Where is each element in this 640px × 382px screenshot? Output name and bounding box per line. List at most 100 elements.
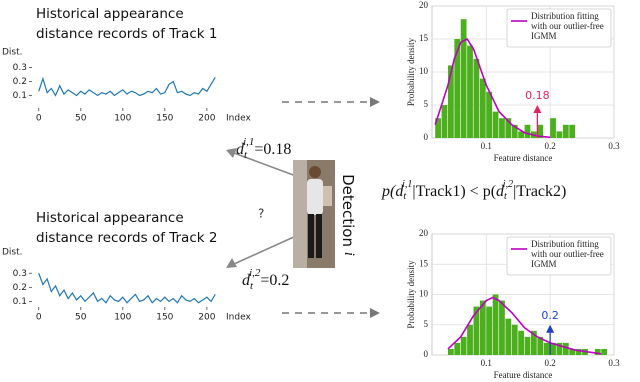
histogram-bar	[499, 118, 505, 138]
y-tick-label: 5	[424, 319, 429, 329]
y-tick-label: 20	[419, 0, 429, 10]
math-sub: t	[250, 280, 254, 292]
math-rhs: =0.2	[260, 272, 289, 289]
histogram-bar	[569, 348, 576, 355]
histogram-bar	[473, 306, 480, 355]
histogram-bar	[486, 91, 493, 138]
math-sup: i,2	[503, 179, 513, 190]
arrow-head	[370, 308, 380, 318]
person-leg	[308, 214, 314, 258]
x-axis-label: Feature distance	[494, 153, 553, 163]
x-tick-label: 100	[114, 313, 131, 323]
caption-line: distance records of Track 2	[36, 230, 217, 246]
data-line	[38, 76, 216, 97]
y-tick-label: 15	[419, 258, 429, 268]
data-line	[38, 273, 216, 304]
y-tick-label: 0.1	[13, 297, 27, 307]
math-part: p(	[381, 183, 397, 200]
detection-var: i	[341, 252, 357, 256]
x-tick-label: 0.1	[481, 141, 492, 151]
histogram-bar	[486, 306, 493, 355]
histogram-bar	[460, 336, 467, 355]
annotation-arrow-head	[546, 324, 555, 333]
arrow-head	[226, 148, 237, 158]
legend-entry-box: Distribution fitting with our outlier-fr…	[531, 11, 604, 41]
x-tick-label: 100	[114, 114, 131, 124]
histogram-bar	[505, 118, 512, 138]
histogram-bar	[575, 348, 582, 355]
math-sup: i,1	[402, 179, 412, 190]
distance-label: dti,1=0.18	[236, 136, 291, 161]
x-axis-label: Feature distance	[494, 370, 553, 380]
line-chart: 0.1 0.2 0.3 0 50 100 150 200 Dist. Index	[2, 248, 251, 323]
y-tick-label: 10	[419, 289, 429, 299]
histogram-bar	[479, 78, 486, 138]
x-tick-label: 200	[198, 114, 215, 124]
histogram-bar	[511, 324, 518, 355]
x-tick-label: 0.1	[481, 358, 492, 368]
dashed-arrows	[282, 97, 380, 318]
annotation-label: 0.2	[541, 309, 559, 322]
x-tick-label: 0	[36, 114, 42, 124]
person-shirt	[307, 179, 323, 215]
math-sub: t	[403, 191, 406, 202]
histogram-chart: 0 5 10 15 20 0.1 0.2 0.3 Feature distance Probabi…	[406, 228, 620, 380]
y-tick-label: 15	[419, 33, 429, 43]
y-axis-label: Dist.	[2, 248, 23, 258]
histogram-bar	[537, 336, 544, 355]
math-sup: i,2	[249, 267, 261, 279]
caption-line: Historical appearance	[36, 6, 184, 22]
y-tick-label: 20	[419, 228, 429, 238]
x-tick-label: 150	[156, 114, 173, 124]
distance-label: dti,2=0.2	[242, 267, 289, 292]
histogram-bar	[479, 300, 486, 355]
legend-entry-box: Distribution fitting with our outlier-fr…	[531, 239, 604, 269]
y-tick-label: 10	[419, 66, 429, 76]
y-tick-label: 0.3	[13, 63, 27, 73]
histogram-bar	[537, 124, 544, 138]
caption-line: distance records of Track 1	[36, 26, 217, 42]
math-base: d	[242, 272, 251, 289]
histogram-bar	[460, 19, 467, 139]
y-axis-label: Dist.	[2, 48, 23, 58]
x-axis-label: Index	[226, 114, 251, 124]
histogram-bar	[524, 124, 531, 138]
math-rhs: =0.18	[254, 141, 291, 158]
y-tick-label: 0.2	[13, 283, 27, 293]
math-sup: i,1	[243, 136, 254, 148]
x-tick-label: 50	[75, 114, 87, 124]
x-tick-label: 0	[36, 313, 42, 323]
histogram-bar	[511, 124, 518, 138]
y-tick-label: 5	[424, 99, 429, 109]
x-tick-label: 0.3	[608, 358, 620, 368]
arrow-head	[370, 97, 380, 107]
x-tick-label: 50	[75, 313, 87, 323]
math-base: d	[496, 183, 505, 200]
line-chart: 0.1 0.2 0.3 0 50 100 150 200 Dist. Index	[2, 48, 251, 124]
image-wall	[293, 160, 307, 268]
x-tick-label: 0.2	[545, 358, 556, 368]
math-sub: t	[244, 149, 248, 161]
math-sub: t	[504, 191, 507, 202]
x-tick-label: 0.3	[608, 141, 620, 151]
y-tick-label: 0.3	[13, 269, 27, 279]
histogram-bar	[550, 342, 556, 355]
histogram-bar	[473, 58, 480, 138]
histogram-bar	[562, 124, 569, 138]
histogram-bar	[467, 45, 473, 138]
solid-arrow	[233, 235, 297, 265]
histogram-bar	[601, 348, 608, 355]
math-base: d	[395, 183, 404, 200]
bystander	[323, 186, 332, 206]
histogram-bar	[435, 118, 441, 138]
detection-image	[293, 160, 335, 268]
histogram-bar	[518, 330, 524, 355]
y-tick-label: 0.2	[13, 77, 27, 87]
legend-box	[506, 236, 612, 276]
detection-word: Detection	[340, 174, 358, 252]
y-tick-label: 0.1	[13, 91, 27, 101]
histogram-bar	[550, 118, 556, 138]
histogram-bar	[518, 131, 524, 138]
math-base: d	[236, 141, 245, 158]
